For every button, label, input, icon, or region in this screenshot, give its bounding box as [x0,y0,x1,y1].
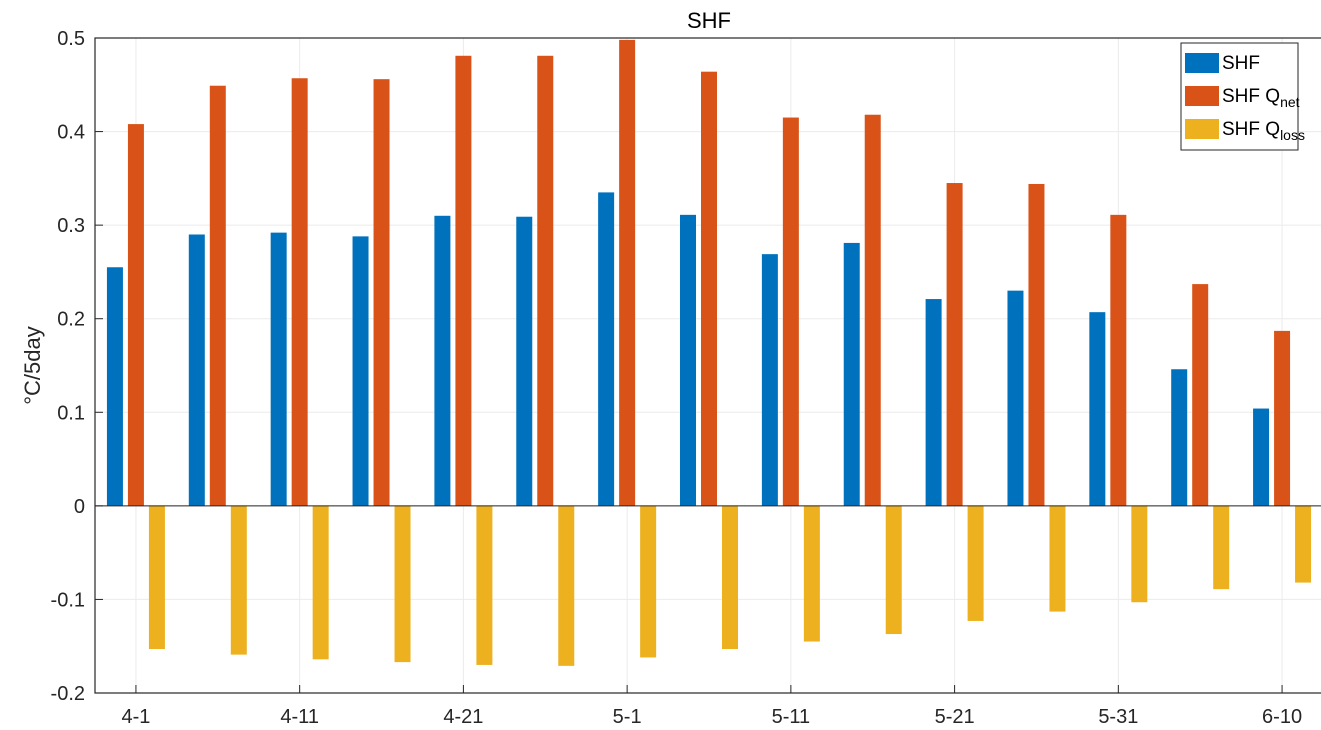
bar-4-1 [127,124,144,506]
bar-5-6 [722,505,738,650]
y-tick-label: -0.2 [51,683,85,705]
bar-5-11 [782,117,799,506]
chart-title: SHF [687,8,731,33]
bar-5-21 [925,299,942,506]
bar-4-26 [558,505,575,666]
bar-4-6 [209,85,226,506]
bar-4-26 [537,55,554,506]
bar-5-26 [1007,290,1024,506]
bar-5-11 [761,254,778,506]
legend-swatch [1185,119,1219,139]
y-tick-label: 0.4 [57,122,85,144]
bar-6-10 [1274,330,1291,506]
y-tick-label: 0.5 [57,28,85,50]
bar-5-16 [864,114,881,506]
bar-4-21 [476,505,493,665]
bar-4-21 [455,55,472,506]
bar-5-21 [967,505,984,621]
x-tick-label: 6-10 [1262,706,1302,728]
bar-4-26 [516,216,533,506]
bar-4-11 [312,505,329,660]
bar-4-1 [106,267,123,506]
bar-5-16 [843,242,860,506]
bar-4-11 [270,232,287,506]
bar-4-6 [230,505,247,655]
bar-4-16 [373,79,390,506]
bar-4-1 [148,505,165,650]
bar-5-1 [598,192,615,506]
x-tick-label: 4-11 [280,706,319,728]
y-axis-label: °C/5day [20,326,45,405]
legend-label: SHF [1222,53,1260,74]
bar-5-16 [885,505,902,635]
bar-5-31 [1131,505,1148,603]
x-tick-label: 5-31 [1098,706,1138,728]
y-tick-label: 0 [74,496,85,518]
bar-6-10 [1295,505,1312,583]
bar-4-6 [188,234,205,506]
y-tick-label: 0.2 [57,309,85,331]
bar-4-16 [394,505,411,663]
bar-4-11 [291,78,308,506]
bar-5-1 [619,39,636,506]
x-tick-label: 5-11 [772,706,811,728]
bar-4-21 [434,215,451,506]
bar-5-11 [803,505,820,642]
bar-4-16 [352,236,369,506]
series-1 [106,192,1270,506]
x-tick-label: 5-21 [935,706,975,728]
bar-5-26 [1049,505,1066,612]
bar-5-26 [1028,183,1045,506]
bar-6-5 [1192,284,1209,506]
x-tick-label: 5-1 [613,706,642,728]
series-3 [148,505,1312,666]
bar-5-31 [1089,312,1106,506]
x-tick-label: 4-21 [443,706,483,728]
bar-groups [106,39,1312,666]
bar-6-10 [1253,408,1270,506]
y-tick-label: 0.1 [57,402,85,424]
bar-5-6 [701,71,717,506]
bar-5-21 [946,183,963,506]
y-axis-ticks: -0.2 -0.1 0 0.1 0.2 0.3 0.4 0.5 [51,28,103,705]
bar-5-1 [640,505,657,658]
x-axis-ticks: 4-1 4-11 4-21 5-1 5-11 5-21 5-31 6-10 [121,685,1302,728]
bar-5-6 [680,214,696,506]
legend-swatch [1185,53,1219,73]
y-tick-label: -0.1 [51,589,85,611]
x-tick-label: 4-1 [121,706,150,728]
series-2 [127,39,1291,506]
bar-5-31 [1110,214,1127,506]
plot-frame [94,37,1321,694]
y-tick-label: 0.3 [57,215,85,237]
bar-6-5 [1171,369,1188,506]
bar-6-5 [1213,505,1230,590]
legend-swatch [1185,86,1219,106]
